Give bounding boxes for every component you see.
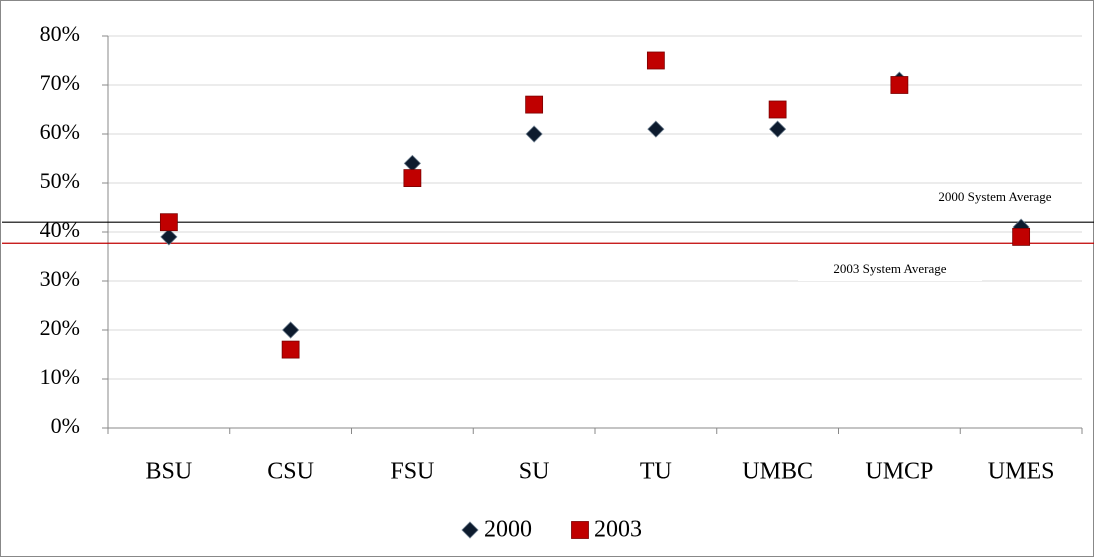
data-point: [282, 321, 300, 339]
annotation: 2003 System Average: [833, 261, 946, 276]
x-tick-label: BSU: [146, 459, 193, 485]
annotation-bg: [903, 187, 1087, 209]
data-point: [768, 100, 787, 119]
data-point: [159, 213, 178, 232]
y-tick-label: 80%: [40, 21, 80, 46]
legend-label: 2000: [484, 517, 532, 543]
data-point: [647, 120, 665, 138]
data-point: [1012, 227, 1031, 246]
y-tick-label: 10%: [40, 364, 80, 389]
legend-marker: [461, 521, 479, 539]
y-tick-label: 50%: [40, 168, 80, 193]
x-tick-label: FSU: [390, 459, 434, 485]
data-point: [281, 340, 300, 359]
y-tick-label: 20%: [40, 315, 80, 340]
x-tick-label: UMCP: [865, 459, 933, 485]
data-point: [403, 169, 422, 188]
x-tick-label: UMES: [988, 459, 1055, 485]
legend-marker: [571, 521, 589, 539]
data-point: [525, 125, 543, 143]
data-point: [160, 228, 178, 246]
x-tick-label: CSU: [267, 459, 314, 485]
x-tick-label: SU: [519, 459, 550, 485]
data-point: [769, 120, 787, 138]
y-tick-label: 30%: [40, 266, 80, 291]
y-tick-label: 40%: [40, 217, 80, 242]
y-tick-label: 0%: [51, 413, 80, 438]
annotation-bg: [798, 259, 982, 281]
legend-label: 2003: [594, 517, 642, 543]
data-point: [646, 51, 665, 70]
y-tick-label: 60%: [40, 119, 80, 144]
data-point: [525, 95, 544, 114]
x-tick-label: UMBC: [742, 459, 813, 485]
y-tick-label: 70%: [40, 70, 80, 95]
x-tick-label: TU: [640, 459, 672, 485]
data-point: [890, 76, 909, 94]
annotation: 2000 System Average: [938, 189, 1051, 204]
